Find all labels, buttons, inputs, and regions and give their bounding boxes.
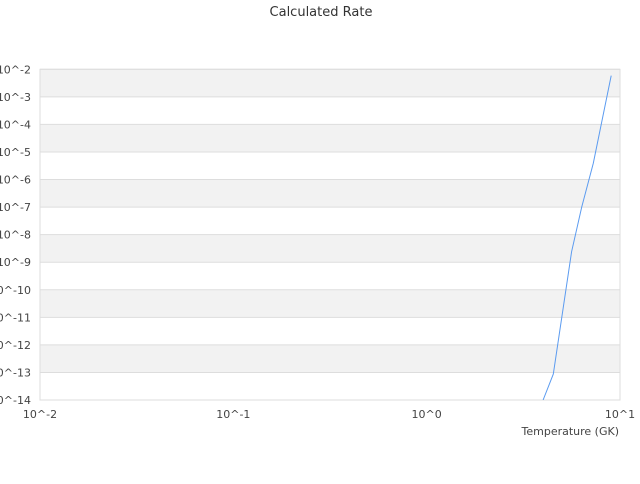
- y-tick-label: 10^-13: [0, 366, 31, 379]
- y-tick-label: 10^-9: [0, 256, 31, 269]
- plot-band: [40, 124, 620, 152]
- plot-band: [40, 372, 620, 400]
- y-tick-label: 10^-2: [0, 63, 31, 76]
- plot-band: [40, 317, 620, 345]
- y-tick-label: 10^-8: [0, 229, 31, 242]
- plot-frame: [39, 68, 621, 401]
- y-tick-label: 10^-11: [0, 311, 31, 324]
- plot-band: [40, 96, 620, 125]
- plot-band: [40, 289, 620, 318]
- y-tick-labels: 10^-2 10^-3 10^-4 10^-5 10^-6 10^-7 10^-8 10^-9…: [0, 63, 31, 407]
- series-line: [542, 75, 612, 401]
- plot-band: [40, 69, 620, 97]
- x-axis-label: Temperature (GK): [521, 425, 620, 438]
- series-group: [542, 75, 612, 401]
- x-tick-label: 10^-2: [23, 408, 57, 421]
- plot-band: [40, 344, 620, 373]
- chart-title: Calculated Rate: [270, 5, 373, 20]
- y-tick-label: 10^-14: [0, 394, 31, 407]
- plot-bands: [40, 69, 620, 400]
- x-tick-labels: 10^-2 10^-1 10^0 10^1: [23, 408, 635, 421]
- y-tick-label: 10^-10: [0, 284, 31, 297]
- plot-band: [40, 234, 620, 263]
- x-tick-label: 10^-1: [216, 408, 250, 421]
- plot-band: [40, 207, 620, 235]
- x-tick-label: 10^0: [412, 408, 442, 421]
- y-tick-label: 10^-3: [0, 91, 31, 104]
- y-tick-label: 10^-6: [0, 174, 31, 187]
- plot-band: [40, 179, 620, 208]
- plot-band: [40, 151, 620, 180]
- x-tick-label: 10^1: [605, 408, 635, 421]
- y-tick-label: 10^-4: [0, 118, 31, 131]
- plot-band: [40, 262, 620, 290]
- y-tick-label: 10^-12: [0, 339, 31, 352]
- y-tick-label: 10^-5: [0, 146, 31, 159]
- y-tick-label: 10^-7: [0, 201, 31, 214]
